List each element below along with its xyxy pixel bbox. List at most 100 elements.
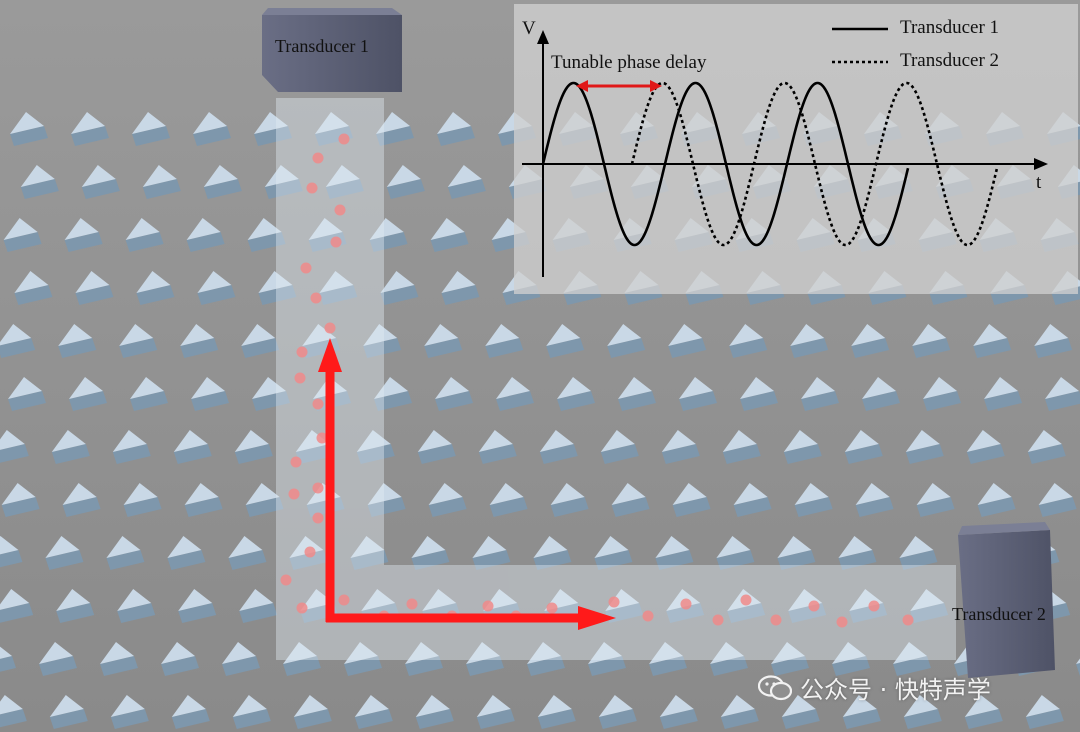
prism	[289, 536, 328, 570]
prism	[984, 377, 1022, 411]
prism	[363, 324, 402, 358]
prism	[56, 589, 95, 623]
prism	[722, 430, 761, 464]
particle	[290, 456, 302, 468]
prism	[180, 324, 219, 358]
particle	[406, 598, 418, 610]
prism	[222, 642, 260, 676]
prism	[740, 377, 778, 411]
prism	[964, 695, 1003, 729]
particle	[312, 152, 324, 164]
prism	[546, 324, 585, 358]
prism	[550, 483, 589, 517]
particle	[330, 236, 342, 248]
prism	[367, 483, 406, 517]
prism	[167, 536, 206, 570]
particle	[868, 600, 880, 612]
prism	[478, 430, 517, 464]
particle	[740, 594, 752, 606]
prism	[39, 642, 77, 676]
prism	[899, 536, 938, 570]
right-arrowhead	[578, 606, 616, 630]
prism	[51, 430, 90, 464]
prism	[527, 642, 565, 676]
prism	[374, 377, 412, 411]
particle	[312, 398, 324, 410]
prism	[851, 324, 890, 358]
watermark: 公众号 · 快特声学	[758, 670, 991, 705]
prism	[161, 642, 199, 676]
prism	[234, 430, 273, 464]
prism	[239, 589, 278, 623]
prism	[977, 483, 1016, 517]
up-arrowhead	[318, 338, 342, 372]
prism	[777, 536, 816, 570]
prism	[1076, 658, 1080, 676]
prism	[20, 165, 59, 199]
particle	[712, 614, 724, 626]
particle	[300, 262, 312, 274]
prism	[0, 536, 23, 568]
particle	[312, 512, 324, 524]
prism	[1025, 695, 1064, 729]
prism	[801, 377, 839, 411]
particle	[608, 596, 620, 608]
phase-delay-label: Tunable phase delay	[551, 52, 707, 73]
horizontal-channel	[276, 565, 956, 660]
prism	[557, 377, 595, 411]
prism	[533, 536, 572, 570]
prism	[720, 695, 759, 729]
prism	[10, 112, 48, 146]
prism	[344, 642, 382, 676]
particle	[680, 598, 692, 610]
particle	[310, 292, 322, 304]
direction-arrows	[318, 338, 616, 630]
prism	[232, 695, 271, 729]
prism	[112, 430, 151, 464]
prism	[672, 483, 711, 517]
prism	[132, 112, 170, 146]
prism	[649, 642, 687, 676]
prism	[3, 218, 42, 252]
prism	[905, 430, 944, 464]
transducer-1-waveform	[541, 81, 910, 247]
t-axis-label: t	[1036, 172, 1042, 193]
transducer-2-label: Transducer 2	[952, 604, 1046, 624]
prism	[315, 112, 353, 146]
prism	[428, 483, 467, 517]
prism	[594, 536, 633, 570]
prism	[611, 483, 650, 517]
prism	[489, 483, 528, 517]
prism	[64, 218, 103, 252]
prism	[783, 430, 822, 464]
prism	[441, 271, 480, 305]
particle	[770, 614, 782, 626]
particle	[836, 616, 848, 628]
particle	[338, 133, 350, 145]
prism	[171, 695, 210, 729]
prism	[430, 218, 469, 252]
prism	[733, 483, 772, 517]
prism	[973, 324, 1012, 358]
prism	[125, 218, 164, 252]
prism	[58, 324, 97, 358]
prism	[659, 695, 698, 729]
prism	[191, 377, 229, 411]
prism	[173, 430, 212, 464]
prism	[916, 483, 955, 517]
prism	[100, 642, 138, 676]
prism	[1038, 483, 1077, 517]
prism	[679, 377, 717, 411]
prism	[228, 536, 267, 570]
prism	[710, 642, 748, 676]
prism	[123, 483, 162, 517]
particle	[312, 482, 324, 494]
prism	[729, 324, 768, 358]
prism	[62, 483, 101, 517]
prism	[110, 695, 149, 729]
prism	[447, 165, 486, 199]
prism	[668, 324, 707, 358]
prism	[466, 642, 504, 676]
particle	[642, 610, 654, 622]
particle	[294, 372, 306, 384]
